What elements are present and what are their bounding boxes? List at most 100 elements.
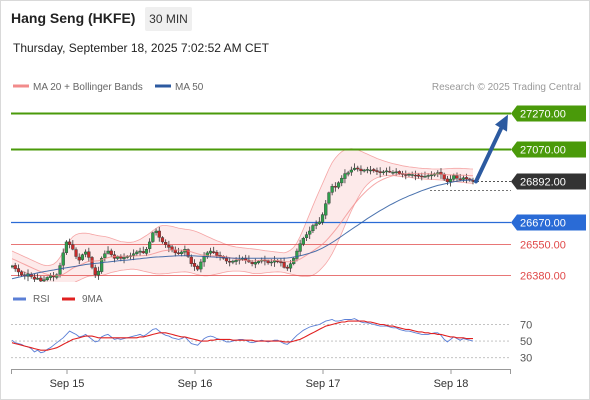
rsi-line — [11, 318, 474, 354]
candle-body — [212, 251, 216, 254]
candle — [308, 226, 312, 240]
forecast-arrow — [474, 114, 508, 184]
level-label: 26380.00 — [520, 271, 566, 283]
candle-body — [394, 171, 398, 173]
candle — [285, 264, 289, 271]
candle — [122, 253, 126, 264]
rsi-panel: 70 50 30 — [11, 318, 532, 365]
candle — [71, 240, 75, 251]
candle-body — [448, 178, 453, 183]
candle-body — [410, 174, 414, 176]
candle-body — [404, 174, 408, 176]
candle-body — [11, 265, 14, 268]
candle-body — [231, 260, 235, 263]
candle — [45, 276, 49, 282]
candle — [404, 170, 408, 180]
candle — [109, 248, 113, 258]
candle-body — [356, 167, 360, 170]
candle — [199, 259, 203, 273]
candle-body — [391, 172, 395, 174]
candle-body — [336, 182, 341, 188]
candle-body — [413, 174, 417, 177]
candle-body — [298, 243, 302, 252]
candle-body — [266, 260, 270, 264]
candle — [317, 217, 321, 225]
candle — [154, 228, 158, 236]
candle — [64, 240, 69, 255]
candle — [346, 170, 350, 177]
candle — [80, 253, 85, 262]
candle-body — [420, 175, 424, 178]
candle-body — [359, 168, 363, 172]
ma50-line — [11, 179, 474, 280]
candle — [365, 166, 369, 174]
candle — [20, 270, 24, 277]
candle-body — [228, 261, 232, 263]
instrument-title: Hang Seng (HKFE) — [11, 10, 136, 26]
x-tick-label: Sep 18 — [434, 378, 469, 390]
candle — [176, 247, 181, 255]
candle — [132, 249, 136, 261]
candle-body — [407, 173, 411, 176]
candle — [157, 226, 161, 242]
level-label: 26670.00 — [520, 218, 566, 230]
candle — [359, 165, 363, 175]
candle-body — [282, 262, 286, 268]
candle-body — [106, 250, 110, 254]
level-tag-bg — [511, 214, 586, 231]
candle-body — [141, 251, 145, 254]
timeframe-button[interactable]: 30 MIN — [145, 7, 192, 31]
candle-body — [458, 178, 462, 181]
candle-body — [279, 261, 283, 264]
candle — [180, 249, 184, 257]
bollinger-lower — [11, 175, 474, 282]
candle-body — [119, 256, 123, 259]
legend-rsi-swatch — [13, 297, 26, 301]
candle-body — [138, 250, 142, 253]
level-tag-bg — [511, 141, 586, 158]
candle — [413, 170, 417, 181]
legend-ma50-swatch — [155, 84, 171, 88]
candle — [103, 250, 107, 262]
candle-body — [452, 175, 456, 180]
candle-body — [132, 253, 136, 256]
candle-body — [304, 234, 309, 238]
candle — [36, 273, 40, 280]
candle-body — [368, 169, 373, 172]
level-tag-bg — [511, 105, 586, 122]
candle-body — [343, 173, 347, 179]
candle — [423, 171, 427, 178]
candle-body — [423, 176, 427, 178]
candle-body — [20, 271, 24, 275]
candle-body — [189, 256, 193, 264]
candle-body — [317, 221, 321, 225]
candle-body — [234, 259, 238, 262]
candle-body — [196, 265, 200, 270]
candle-body — [208, 250, 213, 254]
legend-rsi-label: RSI — [33, 294, 50, 305]
candle-body — [176, 252, 181, 254]
candle — [77, 253, 81, 265]
rsi-tick-label: 70 — [520, 319, 532, 331]
candle-body — [397, 171, 401, 174]
candle — [282, 257, 286, 269]
candle-body — [250, 261, 254, 264]
candle-body — [80, 254, 85, 260]
candle — [295, 248, 299, 262]
level-tag-27270: 27270.00 — [511, 105, 586, 122]
candle — [333, 182, 337, 192]
legend-ma50-label: MA 50 — [175, 82, 204, 93]
candle-body — [96, 270, 101, 276]
candle — [48, 273, 53, 281]
candle — [192, 259, 197, 271]
candle-body — [445, 178, 449, 183]
level-tag-26892: 26892.00 — [511, 173, 586, 190]
candle — [314, 220, 318, 230]
candle-body — [429, 174, 433, 177]
moving-averages — [11, 172, 474, 280]
legend-rsi-ma-swatch — [62, 297, 75, 301]
candle-body — [314, 223, 318, 226]
datetime-label: Thursday, September 18, 2025 7:02:52 AM … — [13, 41, 269, 55]
candle-body — [381, 171, 385, 173]
candle-body — [311, 225, 315, 232]
